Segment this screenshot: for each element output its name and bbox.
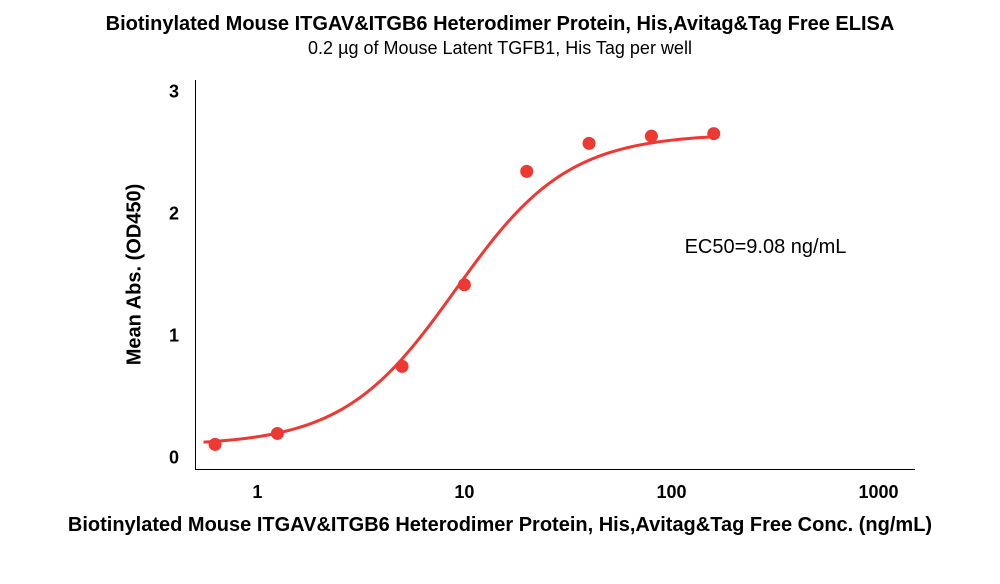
chart-title: Biotinylated Mouse ITGAV&ITGB6 Heterodim… <box>0 12 1000 36</box>
x-axis-label: Biotinylated Mouse ITGAV&ITGB6 Heterodim… <box>0 514 1000 537</box>
data-point <box>583 137 595 149</box>
y-tick-label: 2 <box>169 204 185 225</box>
ec50-annotation: EC50=9.08 ng/mL <box>685 236 847 259</box>
x-tick-label: 10 <box>454 482 474 503</box>
data-point <box>209 438 221 450</box>
title-block: Biotinylated Mouse ITGAV&ITGB6 Heterodim… <box>0 12 1000 60</box>
x-tick-label: 1 <box>252 482 262 503</box>
data-point <box>271 427 283 439</box>
y-axis-label: Mean Abs. (OD450) <box>124 165 147 385</box>
x-tick-label: 1000 <box>859 482 899 503</box>
data-point <box>708 128 720 140</box>
x-tick-label: 100 <box>656 482 686 503</box>
y-tick-label: 3 <box>169 82 185 103</box>
y-tick-label: 0 <box>169 447 185 468</box>
chart-container: Biotinylated Mouse ITGAV&ITGB6 Heterodim… <box>0 0 1000 584</box>
plot-area <box>195 80 915 470</box>
data-point <box>521 165 533 177</box>
y-tick-label: 1 <box>169 325 185 346</box>
chart-subtitle: 0.2 µg of Mouse Latent TGFB1, His Tag pe… <box>0 38 1000 60</box>
data-point <box>396 360 408 372</box>
data-point <box>458 279 470 291</box>
data-point <box>645 130 657 142</box>
